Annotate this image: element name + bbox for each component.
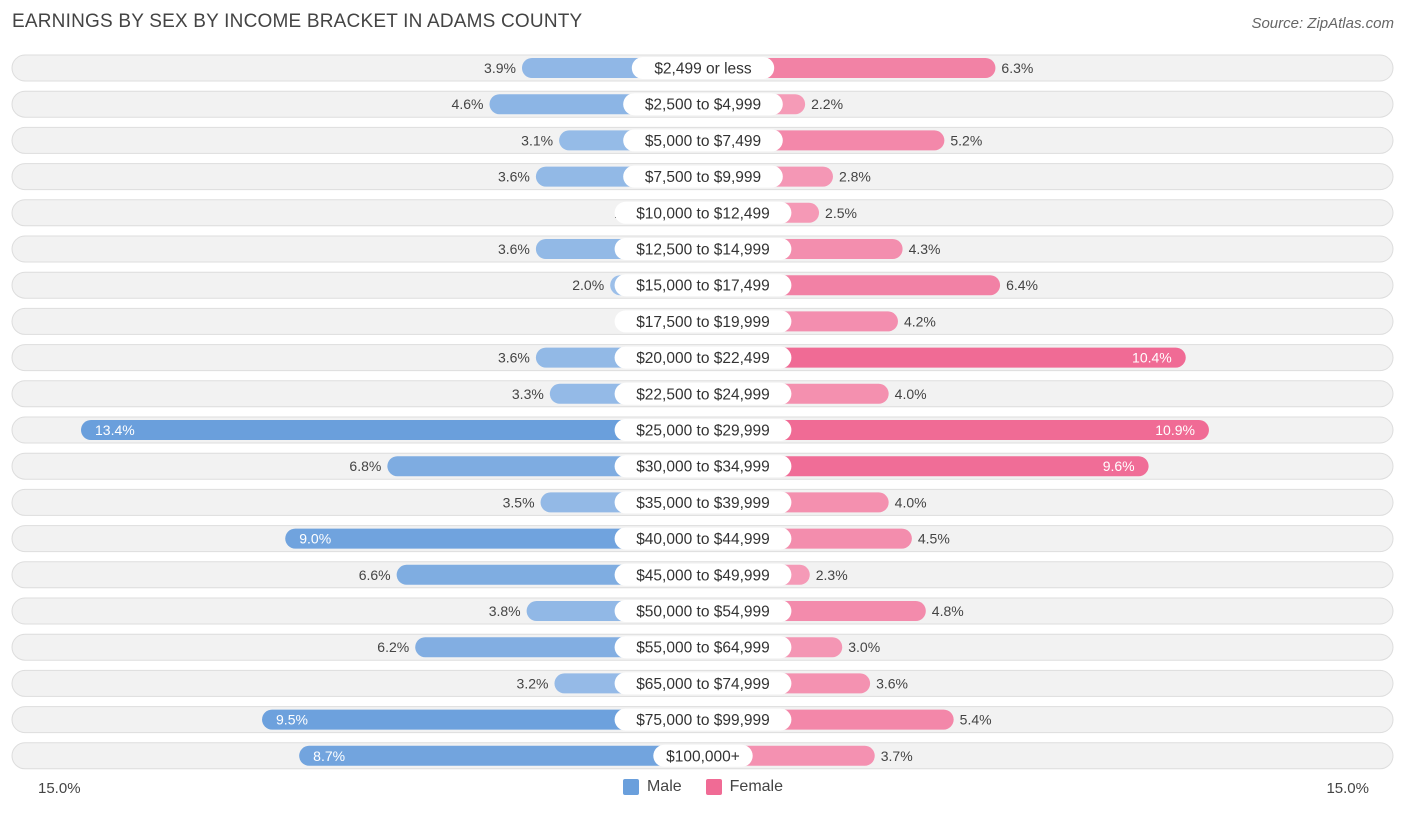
value-label-female: 5.2%	[950, 132, 982, 148]
category-label: $7,500 to $9,999	[645, 169, 761, 186]
legend: Male Female	[0, 778, 1406, 796]
value-label-male: 8.7%	[313, 748, 345, 764]
category-pill	[614, 636, 792, 659]
bar-female	[703, 456, 1149, 477]
category-label: $2,499 or less	[654, 61, 752, 78]
category-label: $45,000 to $49,999	[636, 567, 770, 584]
value-label-male: 2.0%	[572, 277, 604, 293]
category-pill	[623, 93, 783, 116]
category-label: $65,000 to $74,999	[636, 676, 770, 693]
value-label-male: 3.6%	[498, 350, 530, 366]
value-label-female: 3.6%	[876, 675, 908, 691]
category-label: $30,000 to $34,999	[636, 459, 770, 476]
category-pill	[623, 129, 783, 152]
value-label-female: 2.8%	[839, 169, 871, 185]
category-label: $20,000 to $22,499	[636, 350, 770, 367]
legend-item-female[interactable]: Female	[705, 778, 784, 796]
category-pill	[614, 382, 792, 405]
category-pill	[614, 455, 792, 478]
category-pill	[614, 672, 792, 695]
category-pill	[653, 744, 753, 767]
category-label: $100,000+	[666, 748, 740, 765]
value-label-male: 9.0%	[299, 531, 331, 547]
category-label: $75,000 to $99,999	[636, 712, 770, 729]
value-label-male: 3.8%	[489, 603, 521, 619]
value-label-female: 4.5%	[918, 531, 950, 547]
value-label-male: 3.1%	[521, 132, 553, 148]
bar-female	[703, 347, 1186, 368]
category-pill	[614, 274, 792, 297]
chart-title: EARNINGS BY SEX BY INCOME BRACKET IN ADA…	[12, 11, 583, 32]
category-pill	[614, 491, 792, 514]
value-label-female: 4.2%	[904, 313, 936, 329]
category-label: $15,000 to $17,499	[636, 278, 770, 295]
value-label-male: 3.6%	[498, 241, 530, 257]
value-label-female: 4.8%	[932, 603, 964, 619]
category-label: $25,000 to $29,999	[636, 423, 770, 440]
category-label: $2,500 to $4,999	[645, 97, 761, 114]
bar-male	[262, 709, 703, 730]
category-label: $55,000 to $64,999	[636, 640, 770, 657]
bar-female	[703, 58, 996, 78]
category-pill	[614, 201, 792, 224]
value-label-female: 4.0%	[895, 386, 927, 402]
legend-label-female: Female	[729, 778, 784, 795]
bar-male	[285, 528, 703, 549]
value-label-female: 10.4%	[1132, 350, 1172, 366]
category-label: $10,000 to $12,499	[636, 205, 770, 222]
value-label-female: 10.9%	[1155, 422, 1195, 438]
category-label: $35,000 to $39,999	[636, 495, 770, 512]
legend-item-male[interactable]: Male	[622, 778, 682, 796]
legend-swatch-male	[622, 779, 639, 795]
category-pill	[631, 57, 775, 79]
value-label-male: 4.6%	[452, 96, 484, 112]
value-label-female: 2.3%	[816, 567, 848, 583]
value-label-male: 9.5%	[276, 712, 308, 728]
value-label-male: 3.2%	[517, 675, 549, 691]
value-label-female: 3.7%	[881, 748, 913, 764]
value-label-male: 6.8%	[349, 458, 381, 474]
axis-right-label: 15.0%	[1326, 780, 1369, 797]
value-label-male: 6.6%	[359, 567, 391, 583]
value-label-male: 3.6%	[498, 169, 530, 185]
category-pill	[614, 527, 792, 550]
value-label-male: 3.9%	[484, 60, 516, 76]
category-pill	[614, 563, 792, 586]
category-pill	[614, 419, 792, 441]
bar-female	[703, 420, 1209, 440]
value-label-male: 3.5%	[503, 494, 535, 510]
axis-left-label: 15.0%	[38, 780, 81, 797]
category-pill	[623, 165, 783, 188]
category-pill	[614, 346, 792, 369]
bar-male	[299, 745, 703, 766]
category-label: $50,000 to $54,999	[636, 604, 770, 621]
value-label-female: 2.5%	[825, 205, 857, 221]
value-label-female: 2.2%	[811, 96, 843, 112]
legend-swatch-female	[705, 779, 722, 795]
value-label-female: 9.6%	[1103, 458, 1135, 474]
value-label-female: 6.4%	[1006, 277, 1038, 293]
category-label: $22,500 to $24,999	[636, 386, 770, 403]
value-label-female: 3.0%	[848, 639, 880, 655]
value-label-male: 13.4%	[95, 422, 135, 438]
legend-label-male: Male	[646, 778, 682, 795]
value-label-male: 6.2%	[377, 639, 409, 655]
category-pill	[614, 600, 792, 622]
category-pill	[614, 310, 792, 333]
category-label: $40,000 to $44,999	[636, 531, 770, 548]
bar-male	[81, 420, 703, 440]
value-label-female: 4.0%	[895, 494, 927, 510]
category-pill	[614, 708, 792, 731]
value-label-female: 6.3%	[1001, 60, 1033, 76]
category-pill	[614, 238, 792, 260]
value-label-male: 3.3%	[512, 386, 544, 402]
source-label: Source: ZipAtlas.com	[1251, 15, 1394, 32]
category-label: $12,500 to $14,999	[636, 242, 770, 259]
value-label-female: 5.4%	[960, 712, 992, 728]
category-label: $5,000 to $7,499	[645, 133, 761, 150]
category-label: $17,500 to $19,999	[636, 314, 770, 331]
value-label-female: 4.3%	[909, 241, 941, 257]
